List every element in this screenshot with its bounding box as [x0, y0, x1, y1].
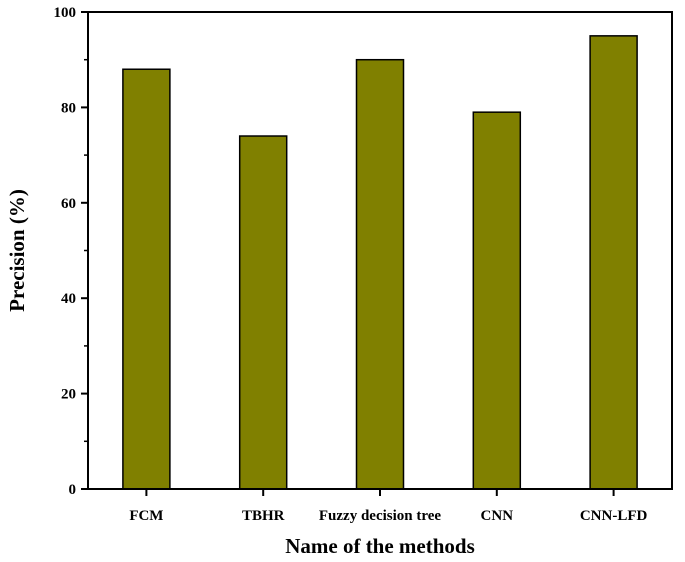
- x-tick-label: TBHR: [242, 508, 285, 524]
- x-tick-label: Fuzzy decision tree: [319, 508, 442, 524]
- x-ticks-group: FCM TBHR Fuzzy decision tree CNN CNN-LFD: [129, 489, 648, 524]
- y-axis-title: Precision (%): [5, 189, 29, 312]
- y-tick-label: 100: [54, 5, 77, 21]
- bars-group: [122, 35, 638, 490]
- bar-fuzzy-decision-tree: [355, 58, 405, 490]
- bar-cnn: [472, 111, 522, 490]
- bar-cnn-lfd: [589, 35, 638, 490]
- x-tick-label: CNN: [481, 508, 514, 524]
- x-tick-label: CNN-LFD: [580, 508, 648, 524]
- bar-tbhr: [238, 135, 288, 490]
- y-tick-label: 40: [61, 291, 76, 307]
- x-tick-label: FCM: [129, 508, 163, 524]
- y-tick-label: 20: [61, 387, 76, 403]
- plot-frame: [87, 11, 673, 490]
- y-ticks-group: 0 20 40 60 80 100: [54, 5, 88, 498]
- y-tick-label: 80: [61, 100, 76, 116]
- bar-fcm: [122, 68, 171, 490]
- y-tick-label: 0: [69, 482, 77, 498]
- x-axis-title: Name of the methods: [285, 534, 475, 558]
- y-tick-label: 60: [61, 196, 76, 212]
